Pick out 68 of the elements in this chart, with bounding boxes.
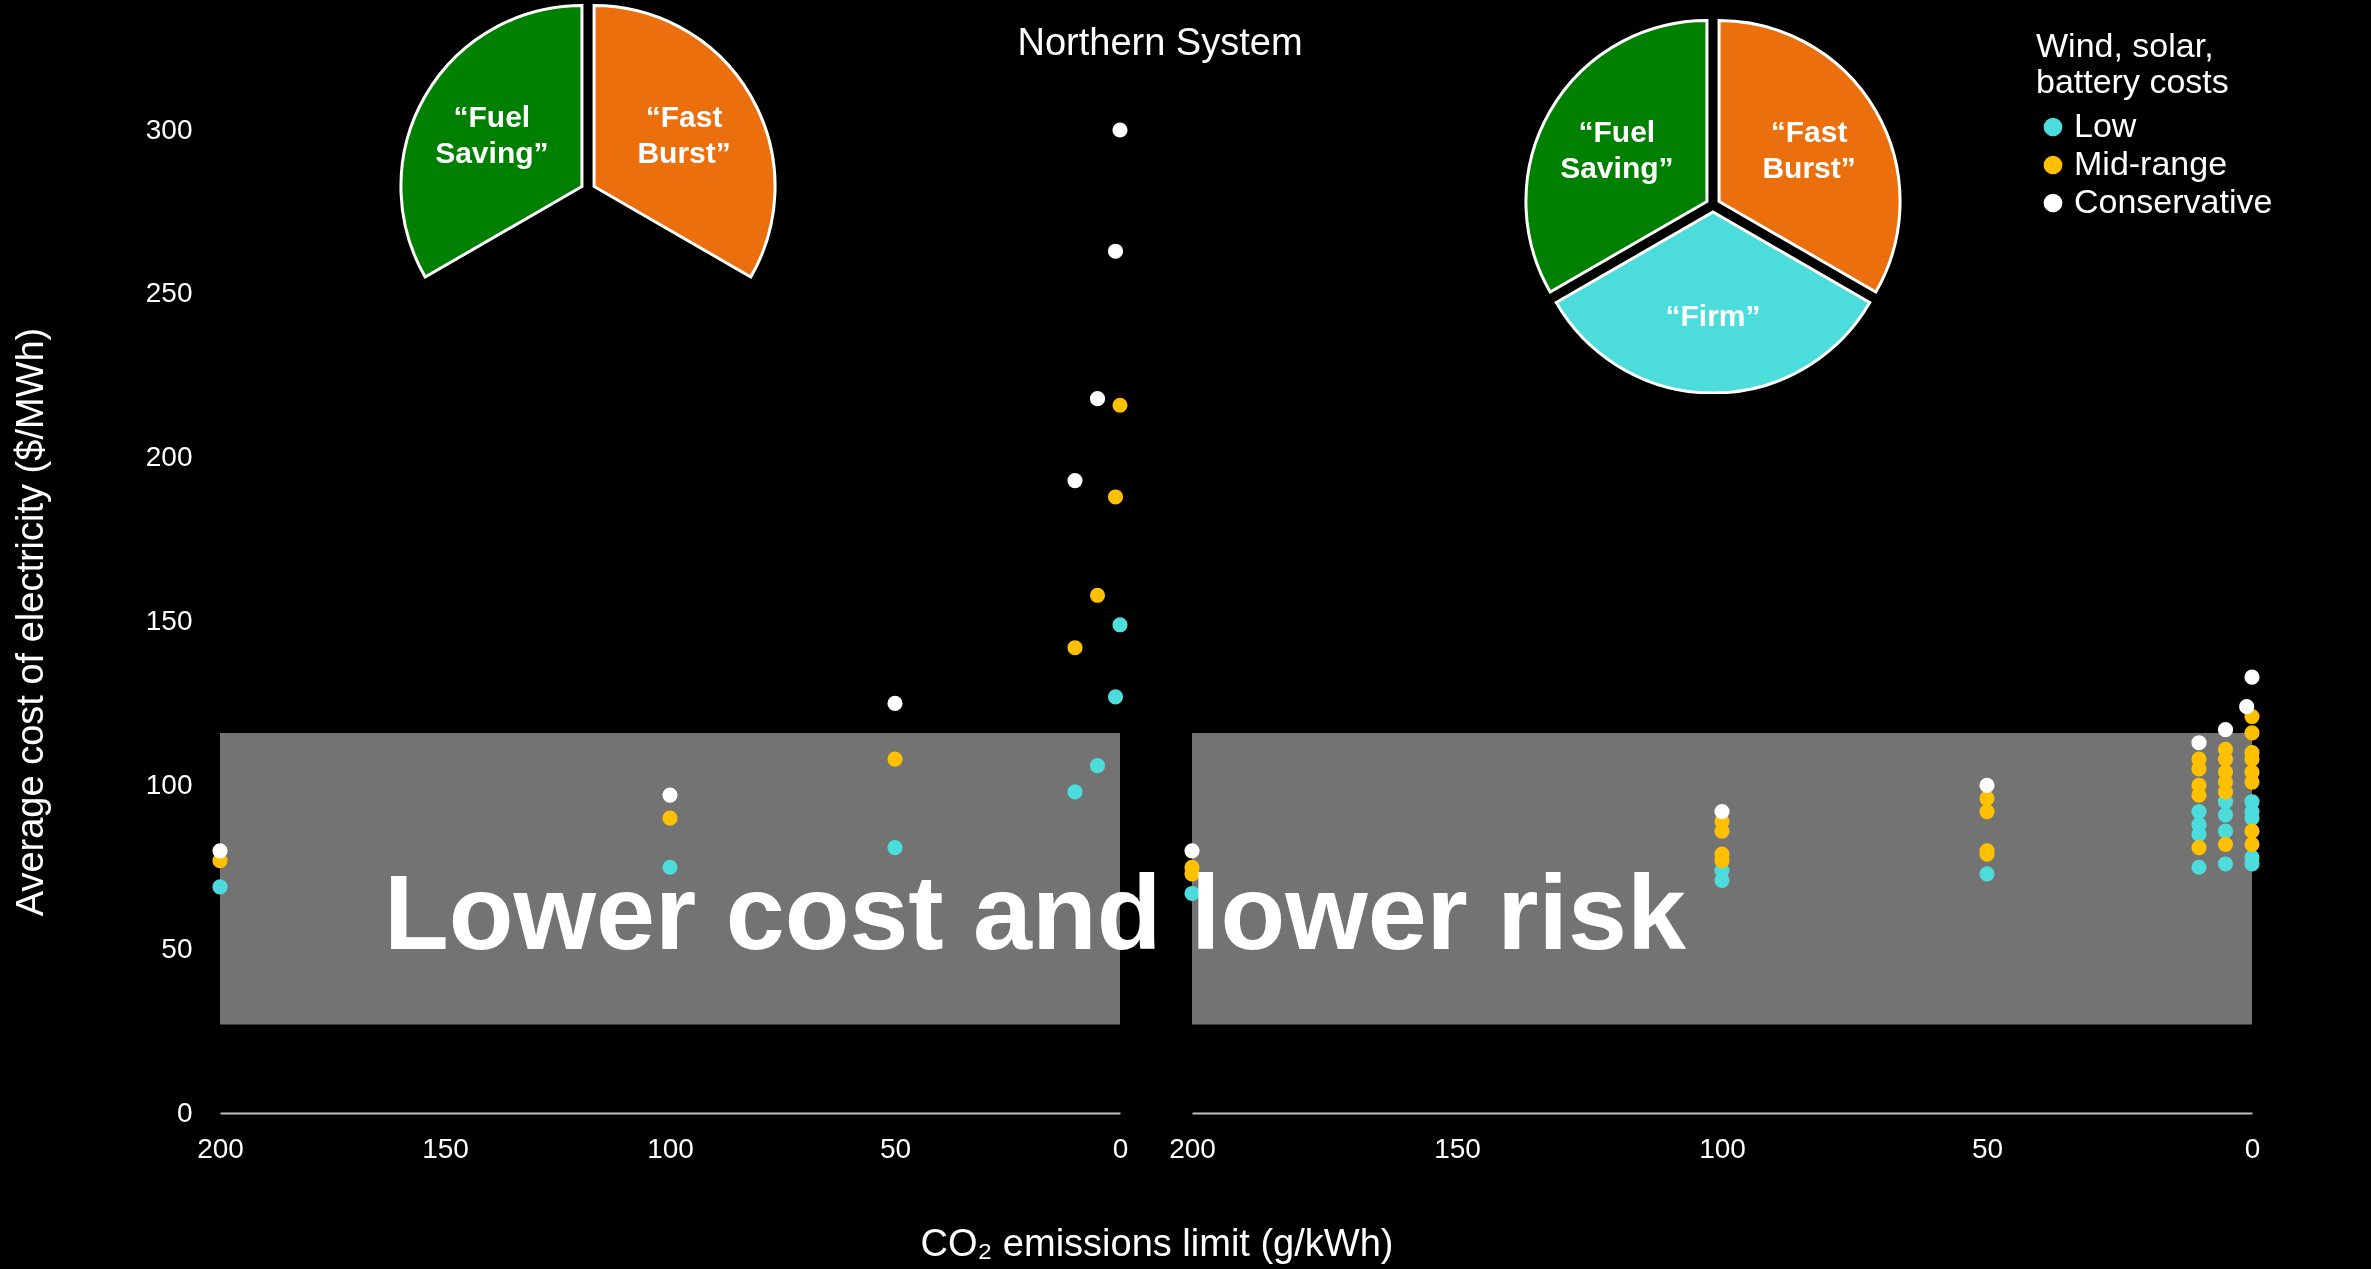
x-tick-label: 50 bbox=[1971, 1132, 2004, 1164]
y-tick-label: 300 bbox=[145, 113, 193, 145]
point bbox=[2191, 840, 2207, 856]
annotation: “Fast Burst” bbox=[637, 98, 731, 171]
point bbox=[2239, 699, 2255, 715]
point bbox=[1107, 689, 1124, 705]
y-tick-label: 50 bbox=[161, 932, 193, 964]
point bbox=[2191, 803, 2207, 820]
point bbox=[1067, 473, 1083, 489]
x-tick-label: 100 bbox=[647, 1132, 694, 1164]
point bbox=[662, 787, 678, 803]
y-tick-label: 100 bbox=[145, 768, 193, 800]
legend-label: Conservative bbox=[2074, 182, 2273, 220]
legend-title: Wind, solar, battery costs bbox=[2036, 26, 2229, 100]
annotation: “Firm” bbox=[1665, 298, 1761, 334]
point bbox=[1067, 784, 1083, 800]
point bbox=[2191, 859, 2207, 875]
x-tick-label: 200 bbox=[1169, 1132, 1216, 1164]
annotation: “Fuel Saving” bbox=[435, 98, 549, 171]
point bbox=[212, 879, 228, 895]
y-axis-title: Average cost of electricity ($/MWh) bbox=[8, 327, 51, 917]
point bbox=[1089, 587, 1106, 603]
point bbox=[1184, 843, 1200, 859]
point bbox=[662, 810, 678, 826]
legend-label: Mid-range bbox=[2074, 144, 2228, 182]
point bbox=[1112, 122, 1128, 138]
point bbox=[1979, 777, 1995, 793]
chart-title: Northern System bbox=[1017, 20, 1303, 64]
point bbox=[2217, 823, 2234, 839]
point bbox=[887, 751, 903, 767]
point bbox=[1089, 391, 1106, 407]
point bbox=[1107, 489, 1124, 505]
legend-label: Low bbox=[2074, 106, 2137, 144]
y-tick-label: 200 bbox=[145, 441, 193, 473]
x-tick-label: 150 bbox=[422, 1132, 469, 1164]
point bbox=[2217, 836, 2234, 852]
point bbox=[1714, 803, 1730, 820]
x-tick-label: 100 bbox=[1699, 1132, 1746, 1164]
x-axis-title: CO₂ emissions limit (g/kWh) bbox=[920, 1221, 1394, 1265]
y-tick-label: 150 bbox=[145, 605, 193, 636]
point bbox=[2217, 807, 2234, 823]
x-tick-label: 200 bbox=[197, 1132, 244, 1164]
y-tick-label: 250 bbox=[145, 277, 193, 309]
point bbox=[2244, 823, 2260, 839]
point bbox=[1107, 243, 1124, 259]
point bbox=[887, 840, 903, 856]
point bbox=[2244, 725, 2260, 741]
point bbox=[1067, 640, 1083, 656]
point bbox=[1112, 397, 1128, 413]
point bbox=[887, 695, 903, 711]
x-tick-label: 0 bbox=[2244, 1132, 2261, 1164]
point bbox=[2217, 856, 2234, 872]
point bbox=[1979, 803, 1995, 820]
annotation: “Fuel Saving” bbox=[1560, 113, 1674, 186]
point bbox=[2244, 836, 2260, 852]
y-tick-label: 0 bbox=[176, 1096, 193, 1128]
point bbox=[1089, 758, 1106, 774]
point bbox=[662, 859, 678, 875]
point bbox=[1112, 617, 1128, 633]
point bbox=[2217, 722, 2234, 738]
annotation: “Fast Burst” bbox=[1762, 113, 1856, 186]
x-tick-label: 50 bbox=[879, 1132, 912, 1164]
point bbox=[1979, 866, 1995, 882]
x-tick-label: 150 bbox=[1434, 1132, 1481, 1164]
point bbox=[2191, 735, 2207, 751]
x-tick-label: 0 bbox=[1112, 1132, 1129, 1164]
point bbox=[2244, 669, 2260, 685]
point bbox=[212, 843, 228, 859]
